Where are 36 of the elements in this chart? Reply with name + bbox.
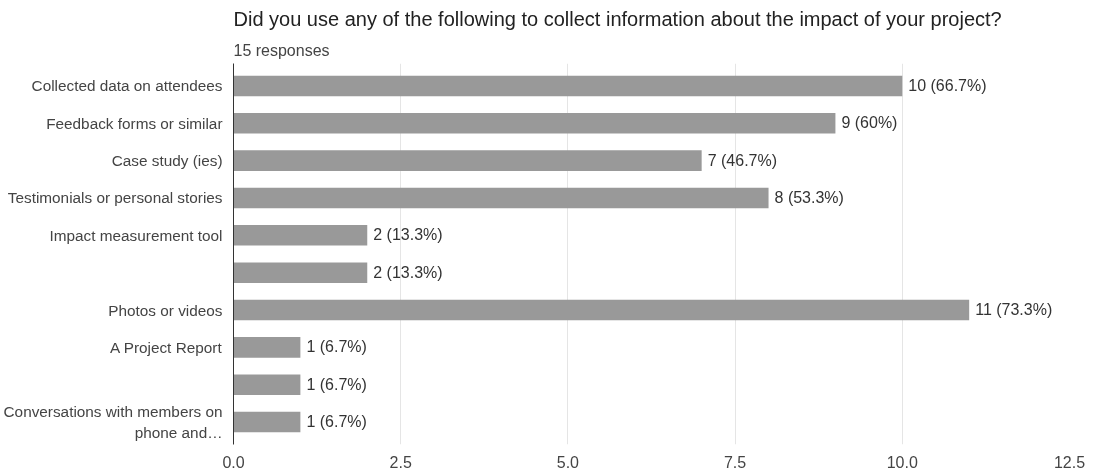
x-tick-label: 2.5 <box>389 453 412 470</box>
bar <box>233 337 301 358</box>
data-label: 8 (53.3%) <box>774 188 844 206</box>
x-tick-label: 5.0 <box>556 453 580 470</box>
y-tick-label: Conversations with members on phone and… <box>3 403 223 441</box>
bar <box>233 150 702 171</box>
y-tick-label: A Project Report <box>110 338 223 356</box>
bar <box>233 225 368 246</box>
bar <box>233 411 301 433</box>
y-tick-label: Case study (ies) <box>111 152 223 170</box>
bar <box>233 374 301 396</box>
chart-title: Did you use any of the following to collect information about the impact of your project? <box>233 7 1002 30</box>
data-label: 1 (6.7%) <box>306 413 367 431</box>
y-tick-label: Testimonials or personal stories <box>7 189 223 207</box>
data-label: 1 (6.7%) <box>306 338 367 356</box>
bar <box>233 187 769 209</box>
x-tick-label: 10.0 <box>886 453 918 470</box>
y-tick-label: Collected data on attendees <box>31 77 223 95</box>
y-tick-label: Photos or videos <box>108 301 223 319</box>
x-tick-label: 7.5 <box>723 453 747 470</box>
data-label: 11 (73.3%) <box>975 301 1053 319</box>
y-tick-label: Impact measurement tool <box>49 226 223 244</box>
data-label: 2 (13.3%) <box>373 226 443 244</box>
data-label: 10 (66.7%) <box>908 76 987 94</box>
bar <box>233 75 903 97</box>
data-label: 7 (46.7%) <box>707 151 778 169</box>
chart-subtitle: 15 responses <box>233 41 330 59</box>
data-label: 9 (60%) <box>841 114 898 132</box>
bar <box>233 299 970 321</box>
x-tick-label: 0.0 <box>222 453 245 470</box>
x-tick-label: 12.5 <box>1053 453 1086 470</box>
data-label: 1 (6.7%) <box>306 375 367 393</box>
bar <box>233 112 836 134</box>
y-tick-label: Feedback forms or similar <box>46 114 223 132</box>
data-label: 2 (13.3%) <box>373 263 443 281</box>
bar <box>233 262 368 283</box>
